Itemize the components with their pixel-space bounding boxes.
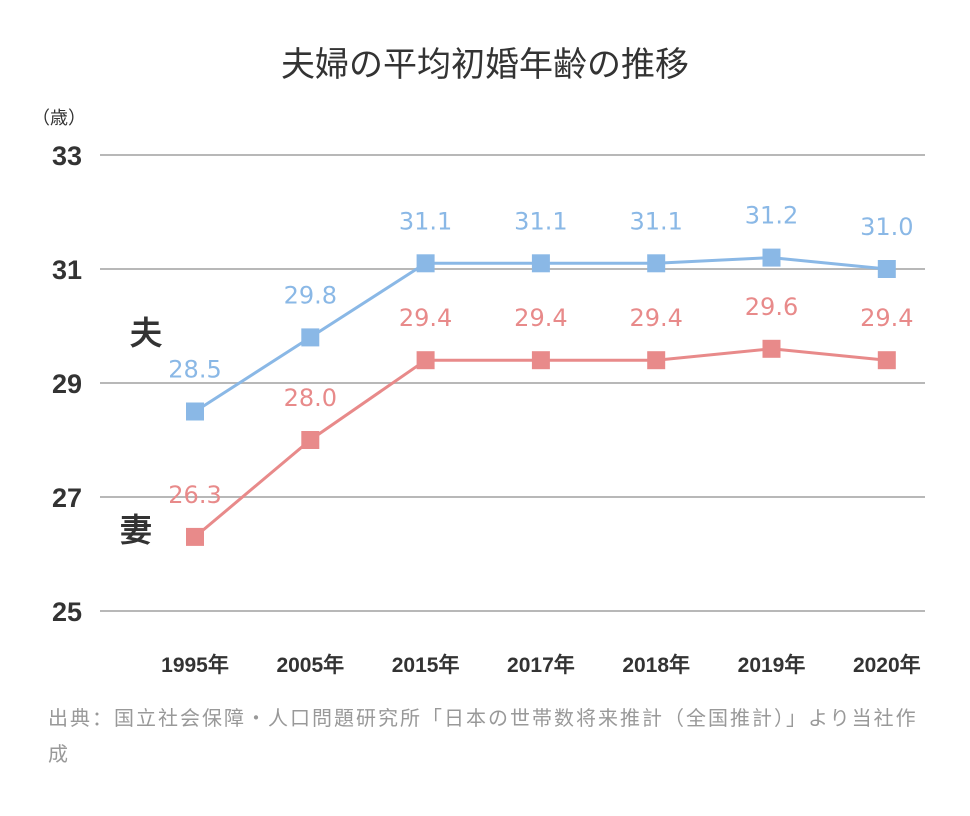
data-point <box>186 527 204 546</box>
x-tick-label: 2018年 <box>622 653 690 677</box>
data-label: 31.1 <box>399 207 452 235</box>
data-label: 31.1 <box>629 207 682 235</box>
data-point <box>647 254 666 273</box>
data-label: 29.4 <box>399 304 452 332</box>
data-point <box>531 254 550 273</box>
y-tick-label: 31 <box>52 255 82 285</box>
data-label: 29.4 <box>514 304 567 332</box>
x-tick-label: 2019年 <box>738 653 806 677</box>
data-label: 29.8 <box>284 281 337 309</box>
y-axis-unit: （歳） <box>32 108 86 129</box>
series-line <box>194 347 887 539</box>
line-chart: 夫婦の平均初婚年齢の推移 （歳） 25 27 29 31 33 1995年 2005年 20… <box>32 45 925 677</box>
x-tick-label: 2017年 <box>507 653 575 677</box>
data-label: 31.2 <box>745 202 798 230</box>
x-axis-ticks: 1995年 2005年 2015年 2017年 2018年 2019年 2020年 <box>161 653 921 677</box>
y-tick-label: 29 <box>52 369 82 399</box>
gridlines <box>100 154 925 612</box>
y-tick-label: 27 <box>52 483 82 513</box>
y-axis-ticks: 25 27 29 31 33 <box>52 141 82 627</box>
data-point <box>877 260 896 278</box>
source-note: 出典：国立社会保障・人口問題研究所「日本の世帯数将来推計（全国推計）」より当社作… <box>48 706 918 766</box>
data-point <box>762 248 781 267</box>
data-label: 26.3 <box>168 481 221 509</box>
data-label: 29.4 <box>629 304 682 332</box>
data-label: 28.5 <box>168 356 221 384</box>
data-point <box>647 351 666 370</box>
data-point <box>762 339 781 358</box>
data-point <box>877 351 896 370</box>
x-tick-label: 2020年 <box>853 653 921 677</box>
chart-title: 夫婦の平均初婚年齢の推移 <box>281 45 689 85</box>
data-label: 31.1 <box>514 207 567 235</box>
data-label: 29.6 <box>745 293 798 321</box>
x-tick-label: 1995年 <box>161 653 229 677</box>
x-tick-label: 2005年 <box>276 653 344 677</box>
data-label: 28.0 <box>284 384 337 412</box>
data-point <box>416 254 435 273</box>
data-point <box>416 351 435 370</box>
x-tick-label: 2015年 <box>392 653 460 677</box>
series-name-label: 夫 <box>130 314 163 352</box>
data-label: 31.0 <box>860 213 913 241</box>
data-point <box>531 351 550 370</box>
data-label: 29.4 <box>860 304 913 332</box>
data-point <box>301 328 320 347</box>
series-group: 28.5 29.8 31.1 31.1 31.1 31.2 31.0 夫 26.3 28.0 29.… <box>120 202 914 549</box>
y-tick-label: 33 <box>52 141 82 171</box>
series-name-label: 妻 <box>120 511 152 549</box>
data-point <box>301 431 320 449</box>
data-point <box>186 402 204 421</box>
y-tick-label: 25 <box>52 597 82 627</box>
